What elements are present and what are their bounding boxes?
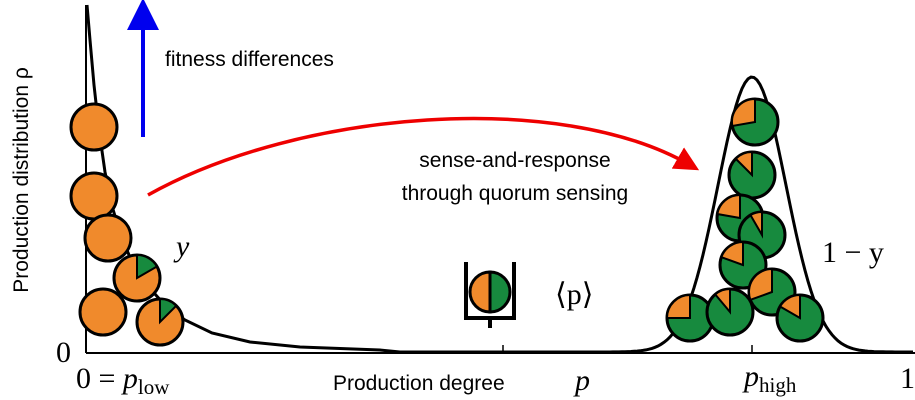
cell xyxy=(71,104,117,150)
cell xyxy=(85,215,131,261)
x-axis-label: Production degree xyxy=(333,372,505,395)
sense-label: sense-and-response xyxy=(419,149,610,172)
cell xyxy=(732,99,778,145)
figure: Production distribution ρ 0 0 = plow Pro… xyxy=(0,0,915,400)
mean-icon xyxy=(466,262,514,328)
sense-label: through quorum sensing xyxy=(402,182,628,205)
cell xyxy=(777,295,823,341)
y-axis-label: Production distribution ρ xyxy=(10,67,33,293)
cell-body xyxy=(80,289,126,335)
cell xyxy=(114,255,160,301)
y-origin: 0 xyxy=(56,336,71,369)
cell xyxy=(729,152,775,198)
cell-body xyxy=(85,215,131,261)
one-minus-y: 1 − y xyxy=(822,236,884,269)
cell xyxy=(707,289,753,335)
cell xyxy=(667,295,713,341)
cell-wedge xyxy=(667,295,690,318)
y-fraction: y xyxy=(173,230,190,263)
x-end-label: 1 xyxy=(900,362,915,395)
p-symbol: p xyxy=(742,360,759,393)
fitness-label: fitness differences xyxy=(165,48,334,71)
cell-wedge xyxy=(717,195,740,218)
low-sub: low xyxy=(138,375,170,399)
x-axis-symbol: p xyxy=(573,364,590,397)
cell-body xyxy=(71,173,117,219)
high-sub: high xyxy=(759,373,797,397)
p-high-label: phigh xyxy=(742,360,797,397)
cell xyxy=(71,173,117,219)
x-start: 0 = xyxy=(76,362,115,395)
cell xyxy=(137,299,183,345)
p-symbol: p xyxy=(121,362,138,395)
cell xyxy=(80,289,126,335)
x-start-label: 0 = plow xyxy=(76,362,170,399)
cell-body xyxy=(71,104,117,150)
mean-p: ⟨p⟩ xyxy=(555,278,593,311)
